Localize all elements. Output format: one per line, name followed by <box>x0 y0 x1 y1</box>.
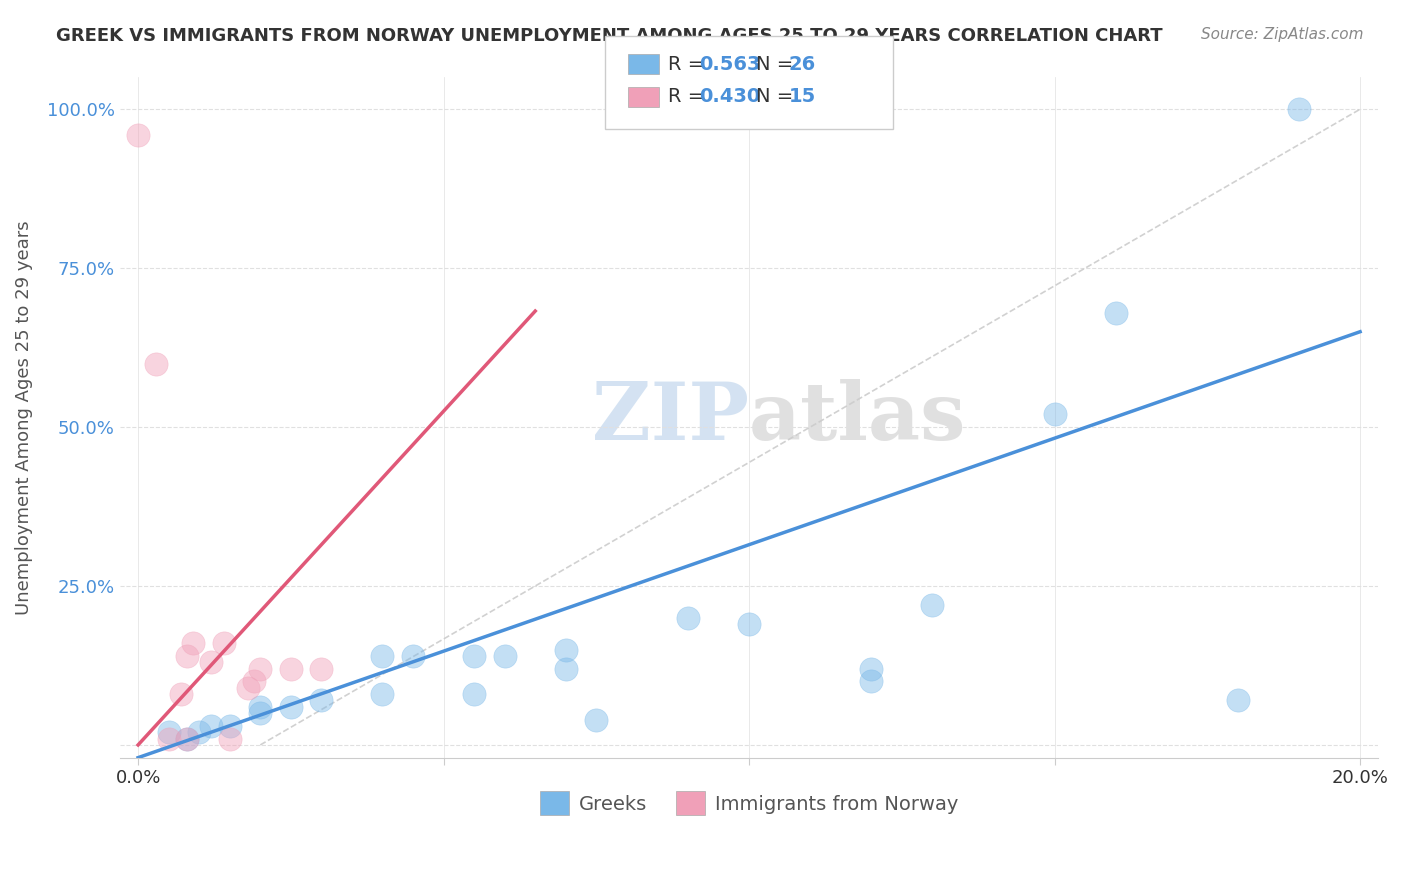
Point <box>200 719 222 733</box>
Point <box>311 693 333 707</box>
Point <box>463 648 485 663</box>
Point <box>218 731 240 746</box>
Point <box>311 662 333 676</box>
Point <box>249 662 271 676</box>
Text: 26: 26 <box>789 54 815 74</box>
Point <box>200 655 222 669</box>
Point <box>188 725 211 739</box>
Point <box>157 731 180 746</box>
Text: N =: N = <box>756 87 800 106</box>
Text: R =: R = <box>668 54 710 74</box>
Point <box>676 611 699 625</box>
Point <box>371 648 394 663</box>
Text: atlas: atlas <box>749 378 966 457</box>
Point <box>554 642 576 657</box>
Point <box>176 648 198 663</box>
Point <box>176 731 198 746</box>
Point <box>170 687 193 701</box>
Point <box>249 699 271 714</box>
Text: GREEK VS IMMIGRANTS FROM NORWAY UNEMPLOYMENT AMONG AGES 25 TO 29 YEARS CORRELATI: GREEK VS IMMIGRANTS FROM NORWAY UNEMPLOY… <box>56 27 1163 45</box>
Y-axis label: Unemployment Among Ages 25 to 29 years: Unemployment Among Ages 25 to 29 years <box>15 220 32 615</box>
Point <box>921 598 943 612</box>
Point <box>127 128 149 142</box>
Legend: Greeks, Immigrants from Norway: Greeks, Immigrants from Norway <box>531 783 966 822</box>
Point <box>738 617 761 632</box>
Text: 15: 15 <box>789 87 815 106</box>
Text: N =: N = <box>756 54 800 74</box>
Point <box>181 636 204 650</box>
Point <box>860 674 883 689</box>
Text: 0.430: 0.430 <box>699 87 761 106</box>
Point <box>212 636 235 650</box>
Text: ZIP: ZIP <box>592 378 749 457</box>
Point <box>1043 408 1066 422</box>
Point <box>249 706 271 720</box>
Text: Source: ZipAtlas.com: Source: ZipAtlas.com <box>1201 27 1364 42</box>
Point <box>494 648 516 663</box>
Point <box>145 357 167 371</box>
Point <box>860 662 883 676</box>
Point <box>402 648 425 663</box>
Point <box>585 713 607 727</box>
Text: R =: R = <box>668 87 710 106</box>
Point <box>243 674 266 689</box>
Point <box>1226 693 1249 707</box>
Point <box>176 731 198 746</box>
Text: 0.563: 0.563 <box>699 54 761 74</box>
Point <box>1288 102 1310 116</box>
Point <box>280 662 302 676</box>
Point <box>280 699 302 714</box>
Point <box>218 719 240 733</box>
Point <box>371 687 394 701</box>
Point <box>554 662 576 676</box>
Point <box>1105 306 1128 320</box>
Point <box>157 725 180 739</box>
Point <box>463 687 485 701</box>
Point <box>236 681 259 695</box>
